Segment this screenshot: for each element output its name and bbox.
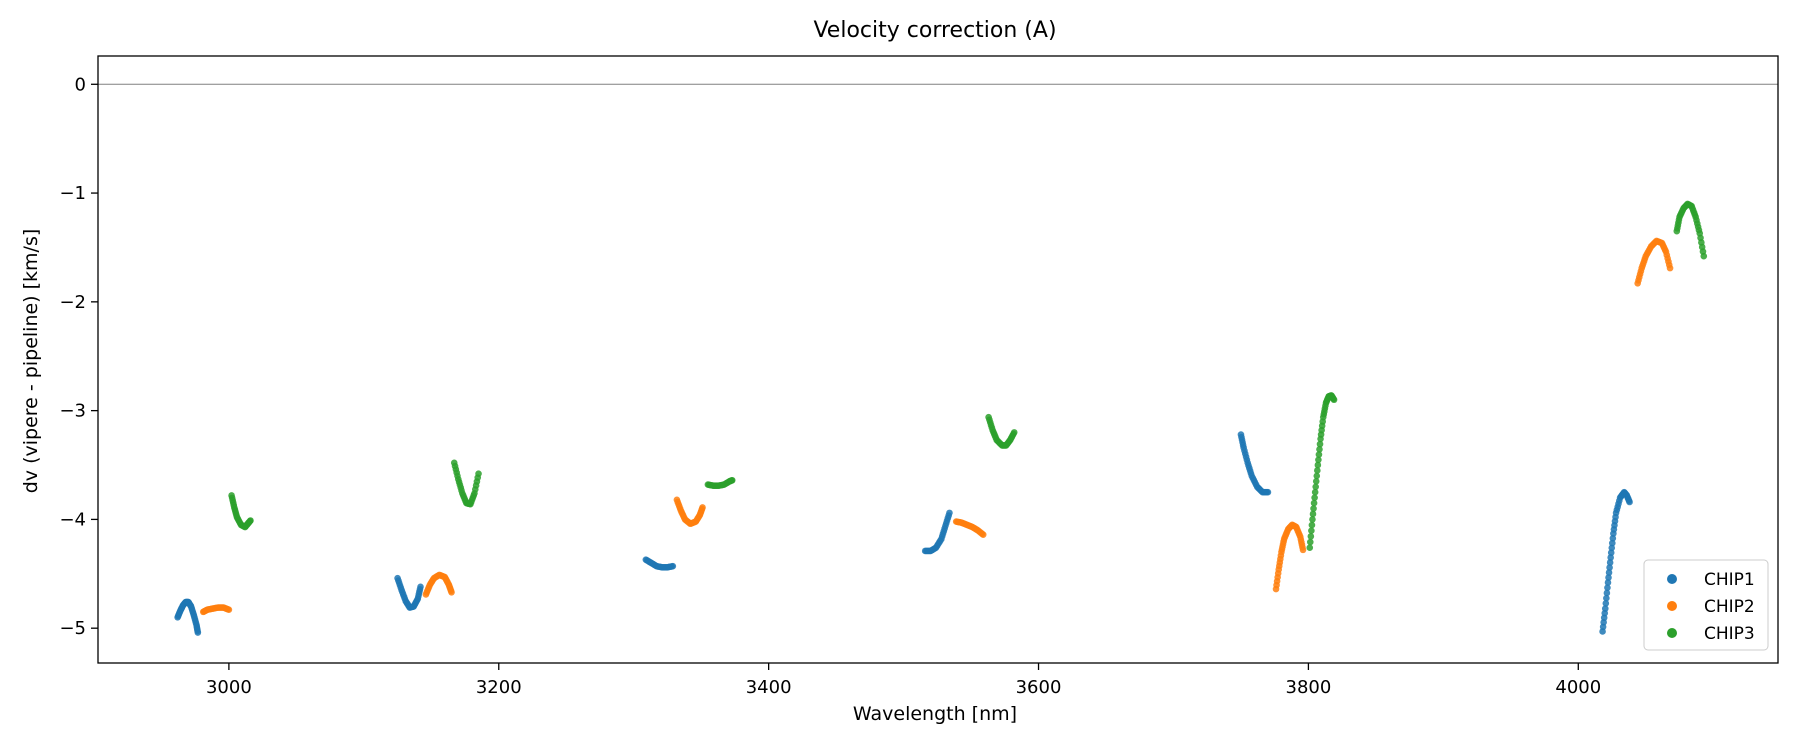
data-point [1299, 546, 1307, 554]
data-point [194, 629, 202, 636]
y-tick-label: 0 [75, 74, 86, 95]
data-point [247, 517, 254, 524]
data-point [1330, 396, 1338, 404]
data-point [1607, 554, 1614, 561]
data-point [1605, 574, 1612, 581]
y-tick-label: −4 [59, 509, 86, 530]
legend-marker-chip1 [1667, 574, 1677, 584]
data-point [1608, 544, 1616, 552]
legend-marker-chip2 [1667, 601, 1677, 611]
data-point [1605, 569, 1613, 576]
data-point [1603, 589, 1611, 597]
data-point [1311, 488, 1319, 496]
x-axis-ticks: 3000 3200 3400 3600 3800 4000 [206, 663, 1601, 698]
x-tick-label: 3200 [476, 677, 522, 698]
x-tick-label: 3400 [746, 677, 792, 698]
data-point [1310, 505, 1317, 512]
y-axis-label: dv (vipere - pipeline) [km/s] [20, 229, 42, 494]
data-point [1310, 499, 1318, 507]
data-point [1601, 605, 1609, 612]
data-point [1311, 494, 1318, 501]
data-point [1604, 584, 1611, 592]
data-point [1607, 549, 1615, 556]
data-point [979, 531, 987, 538]
data-point [1314, 461, 1322, 469]
data-point [669, 562, 677, 570]
x-tick-label: 3600 [1016, 677, 1062, 698]
legend-label-chip3: CHIP3 [1704, 624, 1755, 644]
y-tick-label: −2 [59, 292, 86, 313]
data-point [1606, 564, 1613, 571]
data-point [1308, 527, 1315, 535]
legend-label-chip2: CHIP2 [1704, 597, 1755, 617]
data-points [174, 200, 1708, 636]
data-point [1307, 533, 1315, 540]
data-point [1315, 456, 1322, 464]
data-point [728, 476, 736, 484]
data-point [1604, 579, 1612, 586]
data-point [1309, 516, 1316, 523]
y-axis-ticks: 0 −1 −2 −3 −4 −5 [59, 74, 98, 639]
data-point [417, 583, 424, 591]
legend: CHIP1 CHIP2 CHIP3 [1643, 559, 1769, 651]
plot-area: 3000 3200 3400 3600 3800 4000 0 −1 −2 −3 −4 −5 [59, 55, 1779, 698]
data-point [1010, 429, 1018, 436]
data-point [1316, 440, 1324, 448]
x-tick-label: 4000 [1555, 677, 1601, 698]
data-point [1666, 264, 1674, 272]
x-tick-label: 3800 [1286, 677, 1332, 698]
x-axis-label: Wavelength [nm] [853, 703, 1017, 725]
data-point [1313, 472, 1321, 480]
series-chip2 [199, 237, 1674, 616]
data-point [1306, 538, 1314, 546]
chart-title: Velocity correction (A) [813, 18, 1056, 43]
legend-label-chip1: CHIP1 [1704, 570, 1755, 590]
data-point [1306, 544, 1314, 551]
data-point [1308, 521, 1316, 529]
series-chip1 [174, 431, 1633, 636]
data-point [1602, 600, 1610, 607]
data-point [448, 588, 455, 596]
y-tick-label: −3 [59, 401, 86, 422]
data-point [1309, 510, 1317, 518]
data-point [1316, 446, 1323, 453]
y-tick-label: −1 [59, 183, 86, 204]
data-point [1608, 539, 1616, 547]
data-point [946, 509, 953, 517]
legend-marker-chip3 [1667, 628, 1677, 638]
data-point [1314, 467, 1321, 474]
data-point [1700, 252, 1708, 260]
series-chip3 [228, 200, 1708, 551]
data-point [1609, 535, 1617, 542]
data-point [1626, 498, 1633, 506]
plot-frame [97, 55, 1779, 664]
data-point [699, 504, 706, 511]
data-point [1603, 594, 1610, 602]
data-point [225, 606, 233, 613]
data-point [1312, 478, 1320, 485]
y-tick-label: −5 [59, 618, 86, 639]
data-point [1606, 559, 1614, 566]
x-tick-label: 3000 [206, 677, 252, 698]
data-point [1264, 488, 1272, 496]
data-point [1315, 451, 1323, 458]
data-point [475, 470, 482, 478]
data-point [1312, 483, 1319, 491]
